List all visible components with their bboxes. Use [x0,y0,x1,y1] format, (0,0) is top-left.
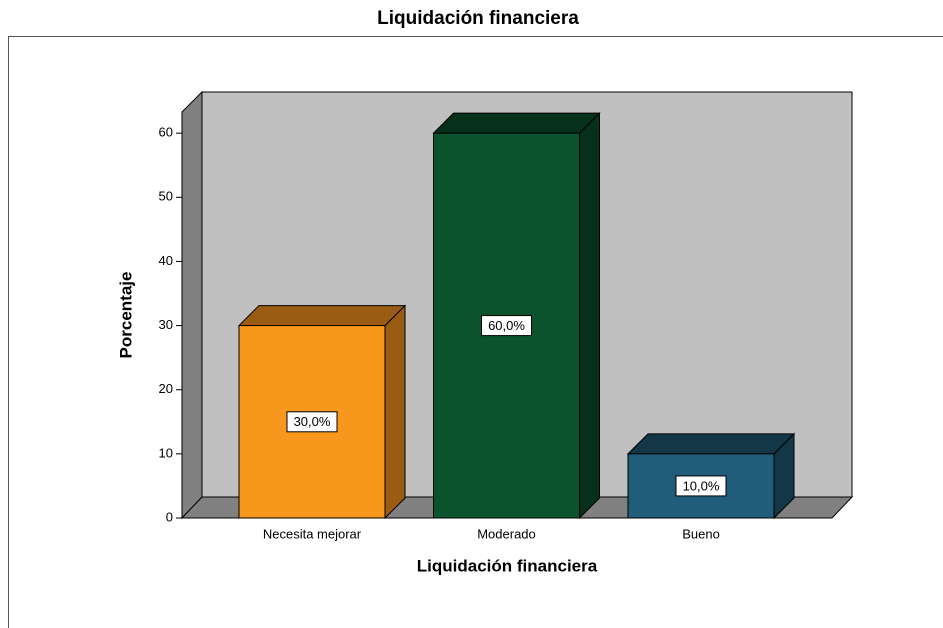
value-label-box [481,315,532,337]
value-label-box [675,475,727,497]
bar-top [626,433,796,455]
y-axis-title: Porcentaje [116,272,135,359]
x-tick-label: Bueno [682,526,720,541]
y-tick-label: 0 [166,509,173,524]
y-tick-label: 10 [159,445,173,460]
chart-title: Liquidación financiera [377,8,579,29]
bar-top [432,112,601,134]
value-label: 10,0% [683,478,720,493]
y-tick-label: 40 [159,253,173,268]
y-tick-label: 50 [159,189,173,204]
y-tick-label: 30 [159,317,173,332]
value-label: 30,0% [294,414,331,429]
x-axis-title: Liquidación financiera [417,556,598,575]
value-label-box [286,411,338,433]
bar-top [237,305,407,327]
x-tick-label: Moderado [477,526,536,541]
y-tick-label: 20 [159,381,173,396]
x-tick-label: Necesita mejorar [263,526,362,541]
side-wall [181,90,203,520]
value-label: 60,0% [488,318,525,333]
bar-side [384,304,406,520]
y-tick-label: 60 [159,125,173,140]
bar-side [579,111,600,520]
